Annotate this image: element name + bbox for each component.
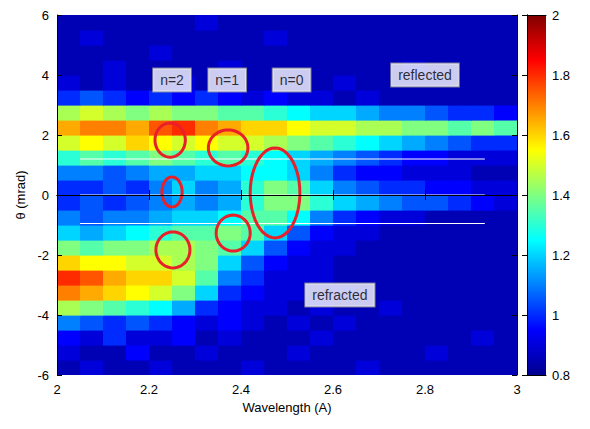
svg-text:0.8: 0.8 [552,368,570,383]
svg-text:1.8: 1.8 [552,68,570,83]
svg-text:-4: -4 [37,308,49,323]
svg-text:2: 2 [42,128,49,143]
svg-text:1.2: 1.2 [552,248,570,263]
svg-text:2.6: 2.6 [324,382,342,397]
svg-text:2.4: 2.4 [232,382,250,397]
svg-text:refracted: refracted [312,287,367,303]
svg-text:n=1: n=1 [215,72,239,88]
svg-text:reflected: reflected [398,67,452,83]
svg-text:Wavelength (A): Wavelength (A) [242,400,331,415]
svg-text:0: 0 [42,188,49,203]
svg-text:2.2: 2.2 [140,382,158,397]
svg-text:4: 4 [42,68,49,83]
svg-text:θ (mrad): θ (mrad) [13,170,28,219]
svg-text:2.8: 2.8 [416,382,434,397]
svg-text:n=0: n=0 [280,72,304,88]
svg-text:-6: -6 [37,368,49,383]
svg-text:3: 3 [513,382,520,397]
svg-text:1.4: 1.4 [552,188,570,203]
svg-text:n=2: n=2 [160,72,184,88]
svg-text:1.6: 1.6 [552,128,570,143]
svg-text:1: 1 [552,308,559,323]
svg-text:2: 2 [53,382,60,397]
svg-text:2: 2 [552,8,559,23]
svg-text:-2: -2 [37,248,49,263]
svg-text:6: 6 [42,8,49,23]
